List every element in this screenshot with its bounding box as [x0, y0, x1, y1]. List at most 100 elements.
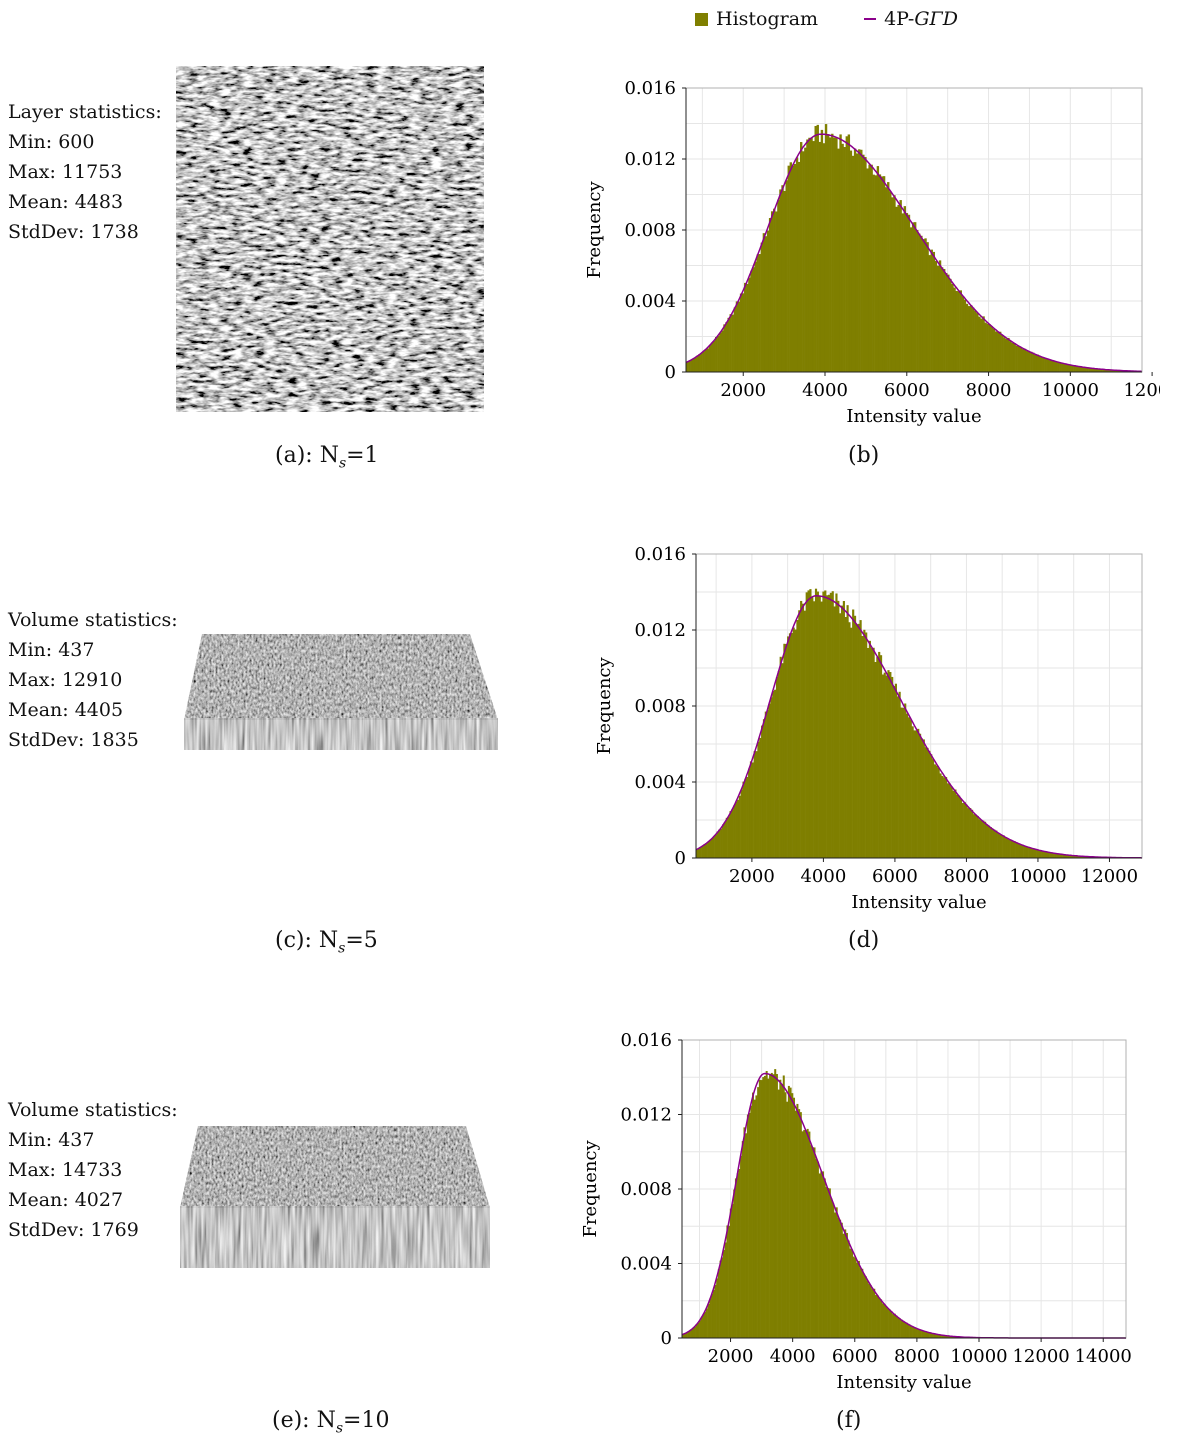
histogram-bar: [835, 138, 837, 372]
histogram-bar: [759, 1080, 761, 1338]
histogram-bar: [941, 267, 943, 372]
histogram-bar: [754, 1100, 756, 1338]
histogram-bar: [914, 1327, 916, 1338]
histogram-bar: [723, 324, 725, 372]
histogram-bar: [908, 717, 910, 858]
histogram-bar: [901, 1320, 903, 1338]
stats-mean: Mean: 4027: [8, 1185, 178, 1215]
histogram-bar: [865, 632, 867, 858]
histogram-bar: [971, 810, 973, 858]
histogram-bar: [765, 236, 767, 372]
histogram-bar: [984, 323, 986, 372]
histogram-bar: [713, 1290, 715, 1338]
histogram-bar: [709, 1299, 711, 1338]
histogram-bar: [748, 278, 750, 372]
histogram-bar: [726, 1225, 728, 1338]
histogram-bar: [980, 319, 982, 372]
caption-c: (c): Ns=5: [275, 928, 378, 956]
histogram-bar: [1049, 360, 1051, 372]
stats-stddev: StdDev: 1738: [8, 217, 162, 247]
stats-min: Min: 600: [8, 127, 162, 157]
histogram-bar: [697, 1323, 699, 1338]
histogram-bar: [897, 1317, 899, 1338]
histogram-bar: [910, 719, 912, 858]
histogram-bar: [943, 269, 945, 372]
stats-max: Max: 14733: [8, 1155, 178, 1185]
histogram-bar: [803, 1130, 805, 1338]
histogram-bar: [750, 271, 752, 372]
histogram-bar: [932, 759, 934, 858]
histogram-bar: [746, 777, 748, 858]
histogram-bar: [904, 1322, 906, 1338]
histogram-bar: [735, 802, 737, 858]
histogram-bar: [925, 747, 927, 858]
histogram-bar: [972, 308, 974, 372]
histogram-bar: [729, 811, 731, 858]
histogram-bar: [884, 1304, 886, 1338]
histogram-bar: [919, 734, 921, 858]
histogram-bar: [1023, 846, 1025, 858]
histogram-bar: [864, 157, 866, 372]
histogram-bar: [831, 134, 833, 372]
histogram-bar: [721, 1257, 723, 1338]
histogram-bar: [897, 696, 899, 858]
histogram-bar: [740, 294, 742, 372]
histogram-bar: [895, 684, 897, 858]
histogram-bar: [917, 729, 919, 858]
histogram-bar: [763, 719, 765, 858]
histogram-bar: [807, 1129, 809, 1338]
histogram-bar: [902, 1321, 904, 1338]
histogram-bar: [772, 691, 774, 858]
histogram-bar: [823, 143, 825, 372]
histogram-bar: [897, 205, 899, 372]
histogram-bar: [984, 822, 986, 858]
histogram-bar: [786, 1102, 788, 1338]
histogram-bar: [715, 835, 717, 858]
histogram-bar: [698, 354, 700, 372]
histogram-bar: [821, 602, 823, 858]
histogram-bar: [764, 1076, 766, 1338]
histogram-bar: [1061, 363, 1063, 372]
histogram-bar: [920, 236, 922, 372]
histogram-bar: [954, 790, 956, 858]
layer-statistics: Layer statistics: Min: 600 Max: 11753 Me…: [8, 97, 162, 247]
histogram-bar: [910, 227, 912, 372]
histogram-bar: [754, 751, 756, 858]
y-axis-label: Frequency: [594, 656, 615, 754]
histogram-bar: [880, 655, 882, 858]
histogram-bar: [808, 138, 810, 372]
histogram-bar: [819, 142, 821, 372]
histogram-bar: [1030, 352, 1032, 372]
histogram-bar: [911, 1326, 913, 1338]
histogram-bar: [982, 316, 984, 372]
x-tick-label: 14000: [1075, 1346, 1132, 1367]
histogram-bar: [868, 1284, 870, 1338]
histogram-bar: [722, 824, 724, 858]
histogram-bar: [982, 821, 984, 858]
histogram-bar: [724, 822, 726, 858]
histogram-bar: [827, 134, 829, 372]
histogram-bar: [793, 628, 795, 858]
histogram-bar: [893, 686, 895, 858]
histogram-bar: [877, 166, 879, 372]
histogram-bar: [725, 322, 727, 372]
histogram-bar: [700, 847, 702, 858]
histogram-bar: [752, 267, 754, 372]
histogram-bar: [813, 1147, 815, 1338]
histogram-bar: [1047, 359, 1049, 372]
histogram-bar: [913, 1327, 915, 1338]
histogram-bar: [863, 630, 865, 858]
histogram-bar: [828, 595, 830, 858]
y-tick-label: 0.016: [620, 1030, 672, 1051]
histogram-bar: [935, 261, 937, 372]
histogram-bar: [810, 138, 812, 372]
x-tick-label: 10000: [1009, 866, 1066, 887]
histogram-bar: [993, 830, 995, 858]
histogram-bar: [891, 197, 893, 372]
histogram-bar: [750, 1106, 752, 1338]
histogram-bar: [759, 738, 761, 858]
y-tick-label: 0.008: [620, 1179, 672, 1200]
histogram-bar: [784, 1092, 786, 1338]
caption-e: (e): Ns=10: [272, 1408, 389, 1436]
histogram-bar: [1080, 367, 1082, 372]
